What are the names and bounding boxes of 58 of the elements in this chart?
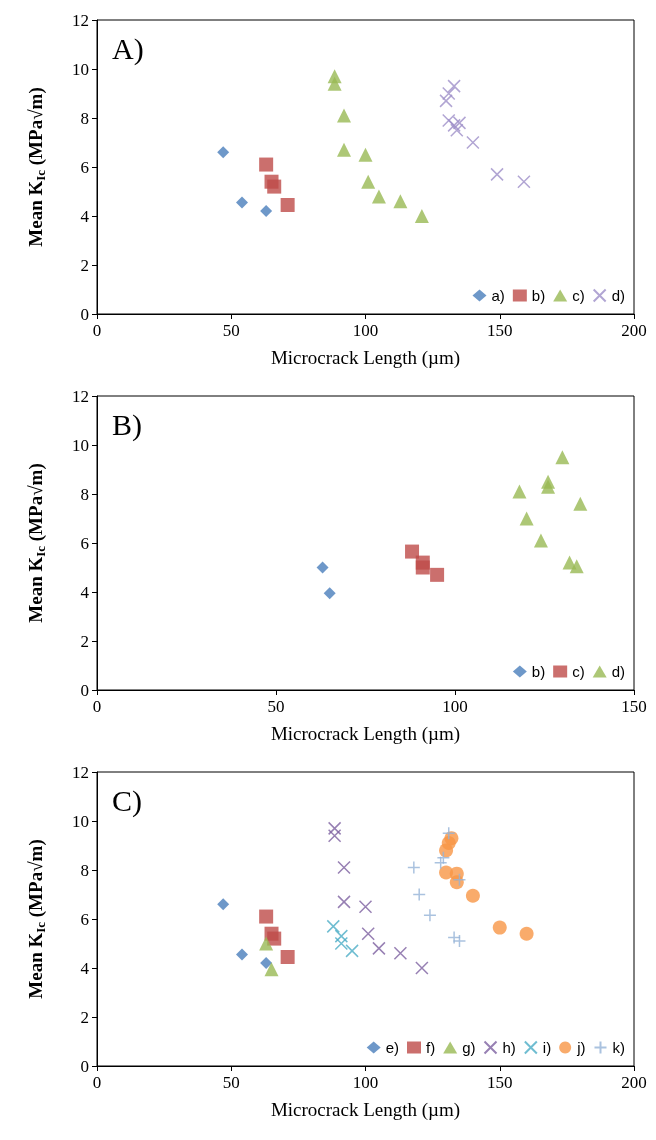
x-tick-label: 100 [352,1073,379,1092]
y-tick-label: 8 [80,484,89,504]
x-tick-label: 50 [222,1073,240,1092]
legend-label: b) [531,663,546,680]
x-tick-label: 100 [442,697,468,716]
y-tick-label: 2 [80,631,89,651]
x-tick-label: 0 [92,321,102,340]
y-tick-label: 6 [80,909,89,929]
legend-label: g) [462,1039,476,1056]
legend-label: f) [426,1039,436,1056]
legend-label: c) [572,287,585,304]
x-tick-label: 0 [92,697,102,716]
y-tick-label: 12 [72,762,89,782]
x-tick-label: 50 [267,697,285,716]
y-tick-label: 4 [80,206,90,226]
y-tick-label: 10 [72,435,89,455]
y-tick-label: 8 [80,860,89,880]
legend-label: e) [385,1039,400,1056]
legend-label: h) [502,1039,516,1056]
y-tick-label: 10 [72,811,89,831]
x-axis-title: Microcrack Length (µm) [270,1099,461,1121]
y-tick-label: 2 [80,255,89,275]
x-axis-title: Microcrack Length (µm) [270,347,461,369]
legend-label: d) [611,663,626,680]
legend-label: j) [576,1039,586,1056]
y-tick-label: 4 [80,958,90,978]
y-tick-label: 4 [80,582,90,602]
y-tick-label: 2 [80,1007,89,1027]
legend-label: i) [542,1039,552,1056]
x-tick-label: 150 [487,1073,513,1092]
y-tick-label: 6 [80,157,89,177]
y-axis-title: Mean KIc (MPa√m) [25,463,48,623]
x-tick-label: 50 [222,321,240,340]
y-tick-label: 0 [80,680,89,700]
legend-label: b) [531,287,546,304]
y-tick-label: 12 [72,10,89,30]
legend-label: c) [572,663,585,680]
y-tick-label: 0 [80,1056,89,1076]
y-axis-title: Mean KIc (MPa√m) [25,87,48,247]
x-tick-label: 150 [487,321,513,340]
x-axis-title: Microcrack Length (µm) [270,723,461,745]
chart-title: B) [112,407,142,442]
legend-label: d) [611,287,626,304]
y-axis-title: Mean KIc (MPa√m) [25,839,48,999]
chart-title: A) [112,31,144,66]
y-tick-label: 10 [72,59,89,79]
x-tick-label: 100 [352,321,379,340]
y-tick-label: 0 [80,304,89,324]
y-tick-label: 12 [72,386,89,406]
x-tick-label: 200 [621,321,647,340]
chart-title: C) [112,783,142,818]
y-tick-label: 8 [80,108,89,128]
x-tick-label: 200 [621,1073,647,1092]
x-tick-label: 0 [92,1073,102,1092]
x-tick-label: 150 [621,697,647,716]
legend-label: a) [491,287,505,304]
y-tick-label: 6 [80,533,89,553]
legend-label: k) [612,1039,625,1056]
